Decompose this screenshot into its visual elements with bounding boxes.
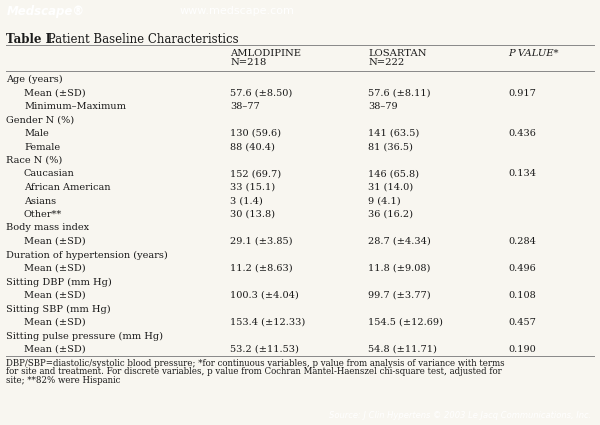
Text: Caucasian: Caucasian: [24, 170, 75, 178]
Text: 30 (13.8): 30 (13.8): [230, 210, 275, 219]
Text: Duration of hypertension (years): Duration of hypertension (years): [6, 250, 168, 260]
Text: 33 (15.1): 33 (15.1): [230, 183, 275, 192]
Text: 0.190: 0.190: [508, 345, 536, 354]
Text: Mean (±SD): Mean (±SD): [24, 318, 86, 327]
Text: 0.284: 0.284: [508, 237, 536, 246]
Text: Medscape®: Medscape®: [7, 5, 85, 17]
Text: Minimum–Maximum: Minimum–Maximum: [24, 102, 126, 111]
Text: 153.4 (±12.33): 153.4 (±12.33): [230, 318, 305, 327]
Text: 81 (36.5): 81 (36.5): [368, 142, 413, 151]
Text: Sitting DBP (mm Hg): Sitting DBP (mm Hg): [6, 278, 112, 286]
Text: Mean (±SD): Mean (±SD): [24, 237, 86, 246]
Text: www.medscape.com: www.medscape.com: [180, 6, 295, 16]
Text: 36 (16.2): 36 (16.2): [368, 210, 413, 219]
Text: Gender N (%): Gender N (%): [6, 116, 74, 125]
Text: 38–79: 38–79: [368, 102, 398, 111]
Text: 130 (59.6): 130 (59.6): [230, 129, 281, 138]
Text: Body mass index: Body mass index: [6, 224, 89, 232]
Text: Mean (±SD): Mean (±SD): [24, 291, 86, 300]
Text: 0.496: 0.496: [508, 264, 536, 273]
Text: Female: Female: [24, 142, 60, 151]
Text: 29.1 (±3.85): 29.1 (±3.85): [230, 237, 293, 246]
Text: Mean (±SD): Mean (±SD): [24, 264, 86, 273]
Text: 3 (1.4): 3 (1.4): [230, 196, 263, 206]
Text: Source: J Clin Hypertens © 2003 Le Jacq Communications, Inc.: Source: J Clin Hypertens © 2003 Le Jacq …: [329, 411, 591, 420]
Text: Race N (%): Race N (%): [6, 156, 62, 165]
Text: site; **82% were Hispanic: site; **82% were Hispanic: [6, 376, 121, 385]
Text: 11.2 (±8.63): 11.2 (±8.63): [230, 264, 293, 273]
Text: P VALUE*: P VALUE*: [508, 49, 559, 58]
Text: 54.8 (±11.71): 54.8 (±11.71): [368, 345, 437, 354]
Text: 154.5 (±12.69): 154.5 (±12.69): [368, 318, 443, 327]
Text: Asians: Asians: [24, 196, 56, 206]
Text: 88 (40.4): 88 (40.4): [230, 142, 275, 151]
Text: 53.2 (±11.53): 53.2 (±11.53): [230, 345, 299, 354]
Text: 141 (63.5): 141 (63.5): [368, 129, 419, 138]
Text: Mean (±SD): Mean (±SD): [24, 88, 86, 97]
Text: 152 (69.7): 152 (69.7): [230, 170, 281, 178]
Text: 0.436: 0.436: [508, 129, 536, 138]
Text: 31 (14.0): 31 (14.0): [368, 183, 413, 192]
Text: 38–77: 38–77: [230, 102, 260, 111]
Text: Sitting pulse pressure (mm Hg): Sitting pulse pressure (mm Hg): [6, 332, 163, 340]
Text: DBP/SBP=diastolic/systolic blood pressure; *for continuous variables, p value fr: DBP/SBP=diastolic/systolic blood pressur…: [6, 359, 505, 368]
Text: 28.7 (±4.34): 28.7 (±4.34): [368, 237, 431, 246]
Text: 0.134: 0.134: [508, 170, 536, 178]
Text: 0.917: 0.917: [508, 88, 536, 97]
Text: Other**: Other**: [24, 210, 62, 219]
Text: 146 (65.8): 146 (65.8): [368, 170, 419, 178]
Text: AMLODIPINE: AMLODIPINE: [230, 49, 301, 58]
Text: LOSARTAN: LOSARTAN: [368, 49, 427, 58]
Text: N=222: N=222: [368, 58, 404, 67]
Text: N=218: N=218: [230, 58, 266, 67]
Text: African American: African American: [24, 183, 110, 192]
Text: 100.3 (±4.04): 100.3 (±4.04): [230, 291, 299, 300]
Text: Sitting SBP (mm Hg): Sitting SBP (mm Hg): [6, 304, 110, 314]
Text: 9 (4.1): 9 (4.1): [368, 196, 401, 206]
Text: Mean (±SD): Mean (±SD): [24, 345, 86, 354]
Text: 0.108: 0.108: [508, 291, 536, 300]
Text: Table I.: Table I.: [6, 33, 55, 46]
Text: 99.7 (±3.77): 99.7 (±3.77): [368, 291, 431, 300]
Text: 0.457: 0.457: [508, 318, 536, 327]
Text: 57.6 (±8.50): 57.6 (±8.50): [230, 88, 292, 97]
Text: Age (years): Age (years): [6, 75, 62, 84]
Text: 11.8 (±9.08): 11.8 (±9.08): [368, 264, 430, 273]
Text: Male: Male: [24, 129, 49, 138]
Text: Patient Baseline Characteristics: Patient Baseline Characteristics: [44, 33, 239, 46]
Text: for site and treatment. For discrete variables, p value from Cochran Mantel-Haen: for site and treatment. For discrete var…: [6, 368, 502, 377]
Text: 57.6 (±8.11): 57.6 (±8.11): [368, 88, 431, 97]
